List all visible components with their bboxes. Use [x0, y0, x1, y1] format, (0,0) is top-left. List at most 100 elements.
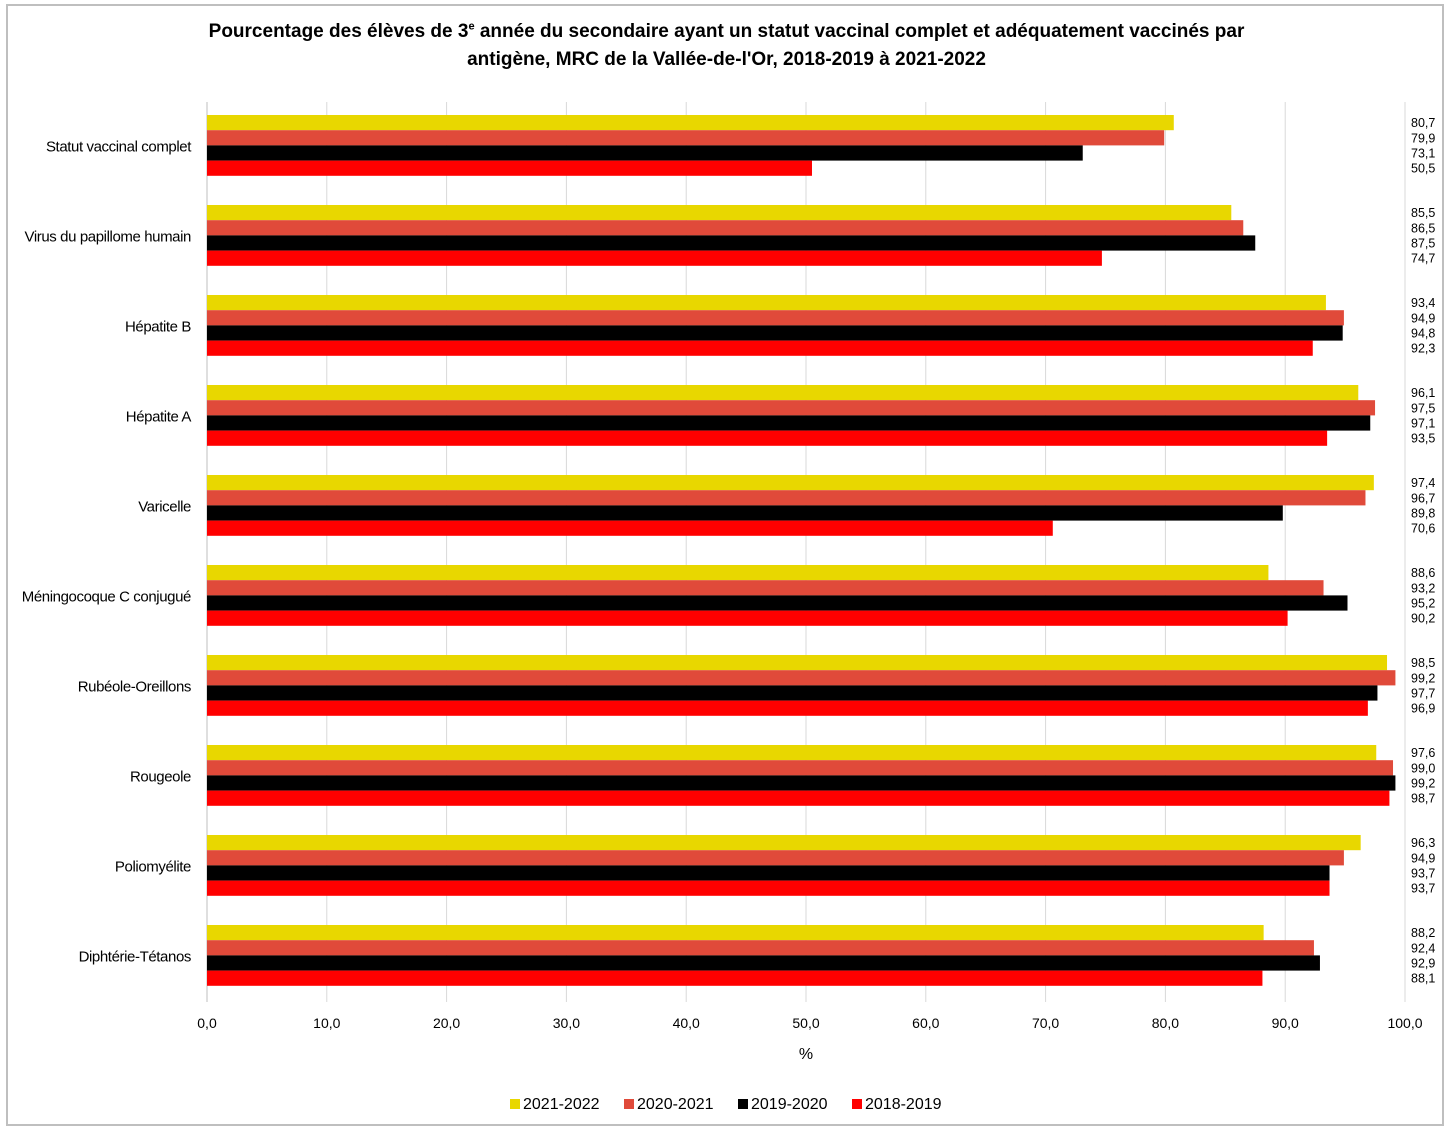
data-label: 74,7 — [1411, 252, 1435, 266]
chart-title-line-2: antigène, MRC de la Vallée-de-l'Or, 2018… — [467, 49, 986, 70]
title-line-1-rest: année du secondaire ayant un statut vacc… — [474, 21, 1245, 42]
data-label: 96,7 — [1411, 491, 1435, 505]
bar-2018-2019 — [207, 970, 1263, 986]
bar-2019-2020 — [207, 235, 1256, 251]
x-tick-label: 90,0 — [1272, 1015, 1299, 1031]
data-label: 50,5 — [1411, 162, 1435, 176]
data-label: 85,5 — [1411, 206, 1435, 220]
data-label: 97,1 — [1411, 417, 1435, 431]
data-label: 88,1 — [1411, 972, 1435, 986]
data-label: 99,2 — [1411, 777, 1435, 791]
bar-2020-2021 — [207, 760, 1394, 776]
data-label: 89,8 — [1411, 507, 1435, 521]
x-tick-label: 10,0 — [313, 1015, 340, 1031]
data-label: 94,9 — [1411, 311, 1435, 325]
legend-label: 2018-2019 — [865, 1096, 942, 1113]
x-tick-label: 70,0 — [1032, 1015, 1059, 1031]
data-label: 97,6 — [1411, 746, 1435, 760]
bar-2019-2020 — [207, 595, 1348, 611]
category-label: Varicelle — [138, 498, 191, 515]
legend-label: 2021-2022 — [523, 1096, 600, 1113]
x-axis-title: % — [799, 1046, 813, 1063]
bar-2021-2022 — [207, 115, 1174, 131]
data-label: 96,9 — [1411, 702, 1435, 716]
bar-2021-2022 — [207, 475, 1374, 491]
data-label: 93,7 — [1411, 867, 1435, 881]
bar-2019-2020 — [207, 865, 1330, 881]
category-label: Diphtérie-Tétanos — [79, 948, 191, 965]
bar-2018-2019 — [207, 610, 1288, 626]
bar-2020-2021 — [207, 670, 1396, 686]
bar-2020-2021 — [207, 220, 1244, 236]
x-tick-label: 20,0 — [433, 1015, 460, 1031]
legend-swatch-2020-2021 — [624, 1099, 634, 1109]
bar-2019-2020 — [207, 955, 1320, 971]
data-label: 93,5 — [1411, 432, 1435, 446]
data-label: 98,5 — [1411, 656, 1435, 670]
bar-2021-2022 — [207, 835, 1361, 851]
bar-2021-2022 — [207, 205, 1232, 221]
bar-2019-2020 — [207, 415, 1371, 431]
category-label: Méningocoque C conjugué — [22, 588, 191, 605]
chart-title: Pourcentage des élèves de 3e année du se… — [0, 18, 1453, 74]
x-tick-label: 30,0 — [553, 1015, 580, 1031]
bar-2018-2019 — [207, 250, 1102, 266]
bar-2020-2021 — [207, 130, 1165, 146]
bar-2018-2019 — [207, 160, 812, 176]
data-label: 94,9 — [1411, 851, 1435, 865]
bar-2020-2021 — [207, 580, 1324, 596]
data-label: 90,2 — [1411, 612, 1435, 626]
bar-2019-2020 — [207, 505, 1283, 521]
data-label: 96,1 — [1411, 386, 1435, 400]
data-label: 92,3 — [1411, 342, 1435, 356]
bar-2018-2019 — [207, 700, 1368, 716]
legend-swatch-2018-2019 — [852, 1099, 862, 1109]
bar-2019-2020 — [207, 775, 1396, 791]
bar-2018-2019 — [207, 520, 1053, 536]
title-line-1-start: Pourcentage des élèves de 3 — [208, 21, 469, 42]
chart-title-line-1: Pourcentage des élèves de 3e année du se… — [0, 18, 1453, 46]
bar-2021-2022 — [207, 655, 1388, 671]
legend-label: 2020-2021 — [637, 1096, 714, 1113]
category-label: Hépatite B — [125, 318, 191, 335]
data-label: 96,3 — [1411, 836, 1435, 850]
data-label: 97,5 — [1411, 401, 1435, 415]
category-label: Statut vaccinal complet — [46, 138, 192, 155]
x-tick-label: 60,0 — [912, 1015, 939, 1031]
legend-swatch-2021-2022 — [510, 1099, 520, 1109]
data-label: 93,4 — [1411, 296, 1435, 310]
data-label: 73,1 — [1411, 147, 1435, 161]
data-label: 87,5 — [1411, 237, 1435, 251]
category-label: Rougeole — [130, 768, 191, 785]
bar-2018-2019 — [207, 790, 1390, 806]
legend-label: 2019-2020 — [751, 1096, 828, 1113]
bar-2020-2021 — [207, 310, 1344, 326]
bar-2020-2021 — [207, 490, 1366, 506]
category-label: Rubéole-Oreillons — [78, 678, 191, 695]
x-tick-label: 40,0 — [673, 1015, 700, 1031]
x-tick-label: 0,0 — [197, 1015, 217, 1031]
bar-2021-2022 — [207, 385, 1359, 401]
category-label: Poliomyélite — [115, 858, 191, 875]
title-superscript: e — [468, 20, 475, 33]
bar-2021-2022 — [207, 925, 1264, 941]
bar-2021-2022 — [207, 565, 1269, 581]
x-tick-label: 50,0 — [792, 1015, 819, 1031]
bar-2019-2020 — [207, 145, 1083, 161]
bar-2021-2022 — [207, 295, 1326, 311]
data-label: 94,8 — [1411, 327, 1435, 341]
data-label: 99,0 — [1411, 761, 1435, 775]
bar-2018-2019 — [207, 430, 1328, 446]
bar-2021-2022 — [207, 745, 1377, 761]
data-label: 88,6 — [1411, 566, 1435, 580]
x-tick-label: 80,0 — [1152, 1015, 1179, 1031]
bar-2020-2021 — [207, 850, 1344, 866]
data-label: 86,5 — [1411, 221, 1435, 235]
category-label: Virus du papillome humain — [25, 228, 192, 245]
data-label: 92,4 — [1411, 941, 1435, 955]
data-label: 97,4 — [1411, 476, 1435, 490]
data-label: 93,7 — [1411, 882, 1435, 896]
bar-2020-2021 — [207, 400, 1376, 416]
bar-2019-2020 — [207, 685, 1378, 701]
